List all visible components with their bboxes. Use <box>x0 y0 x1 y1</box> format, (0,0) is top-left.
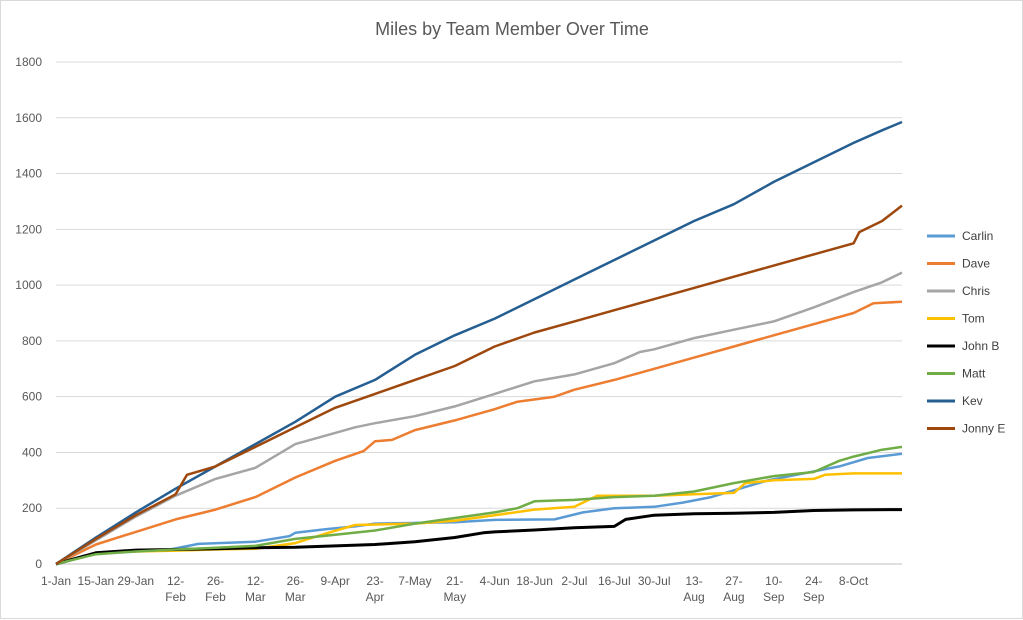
y-axis-ticks: 0 200 400 600 800 1000 1200 1400 1600 1800 <box>15 55 42 571</box>
x-tick-label: 18-Jun <box>516 574 553 588</box>
x-tick-label: 21-May <box>443 574 466 604</box>
x-tick-label: 24-Sep <box>803 574 825 604</box>
x-tick-label: 9-Apr <box>320 574 349 588</box>
series-line-dave <box>55 300 903 566</box>
gridlines <box>56 61 902 565</box>
x-axis-ticks: 1-Jan 15-Jan 29-Jan 12-Feb 26-Feb 12-Mar 26-Ma… <box>41 574 869 604</box>
x-tick-label: 8-Oct <box>839 574 869 588</box>
x-tick-label: 26-Mar <box>285 574 306 604</box>
x-tick-label: 13-Aug <box>683 574 704 604</box>
series-line-carlin <box>55 452 903 566</box>
series-line-jonny-e <box>55 204 903 566</box>
y-tick-label: 1000 <box>15 278 42 292</box>
x-tick-label: 12-Feb <box>165 574 186 604</box>
x-tick-label: 30-Jul <box>638 574 671 588</box>
x-tick-label: 23-Apr <box>366 574 385 604</box>
legend-label: Chris <box>962 284 990 298</box>
legend: Carlin Dave Chris Tom John B Matt Kev Jonny E <box>927 229 1005 436</box>
x-tick-label: 4-Jun <box>480 574 510 588</box>
legend-label: John B <box>962 339 999 353</box>
legend-label: Tom <box>962 312 985 326</box>
chart-title: Miles by Team Member Over Time <box>375 19 649 39</box>
x-tick-label: 12-Mar <box>245 574 266 604</box>
y-tick-label: 1800 <box>15 55 42 69</box>
y-tick-label: 1200 <box>15 222 42 236</box>
y-tick-label: 800 <box>22 334 42 348</box>
x-tick-label: 16-Jul <box>598 574 631 588</box>
legend-label: Carlin <box>962 229 993 243</box>
series-line-kev <box>55 120 903 566</box>
y-tick-label: 1600 <box>15 111 42 125</box>
y-tick-label: 600 <box>22 390 42 404</box>
series-line-matt <box>55 445 903 566</box>
y-tick-label: 1400 <box>15 167 42 181</box>
y-tick-label: 200 <box>22 501 42 515</box>
legend-label: Matt <box>962 367 986 381</box>
legend-label: Jonny E <box>962 422 1005 436</box>
y-tick-label: 400 <box>22 445 42 459</box>
legend-label: Dave <box>962 257 990 271</box>
x-tick-label: 7-May <box>398 574 431 588</box>
x-tick-label: 29-Jan <box>117 574 154 588</box>
x-tick-label: 27-Aug <box>723 574 744 604</box>
x-tick-label: 1-Jan <box>41 574 71 588</box>
series-line-chris <box>55 271 903 566</box>
x-tick-label: 26-Feb <box>205 574 226 604</box>
x-tick-label: 2-Jul <box>561 574 587 588</box>
x-tick-label: 15-Jan <box>78 574 115 588</box>
x-tick-label: 10-Sep <box>763 574 785 604</box>
legend-label: Kev <box>962 394 983 408</box>
series-lines <box>55 120 903 566</box>
y-tick-label: 0 <box>35 557 42 571</box>
